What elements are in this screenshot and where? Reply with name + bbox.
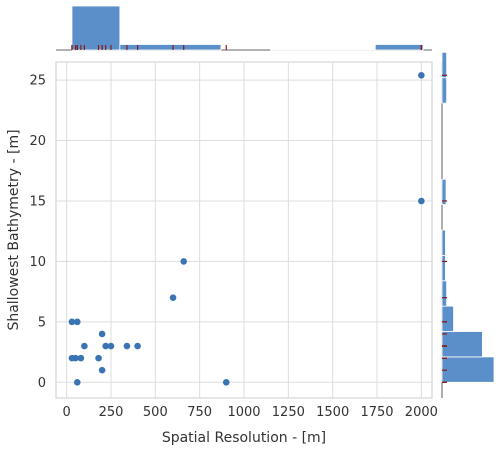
scatter-point (81, 342, 88, 350)
right-hist-bar (441, 51, 448, 79)
top-hist-bar (374, 44, 424, 51)
tick-labels: 0 250 500 750 1000 1250 1500 1750 2000 0 5 10 15 20 25 (29, 74, 437, 420)
x-axis-label: Spatial Resolution - [m] (162, 430, 326, 446)
right-hist-bar (441, 77, 448, 104)
right-hist-bar (441, 280, 448, 307)
x-tick-label: 750 (187, 405, 212, 420)
scatter-point (134, 342, 141, 350)
gridlines (55, 61, 433, 399)
right-hist-bar (441, 178, 447, 206)
scatter-point (73, 318, 81, 326)
scatter-point (77, 354, 85, 362)
scatter-point (72, 354, 79, 362)
top-hist-bar (71, 5, 121, 51)
x-tick-label: 1750 (360, 405, 393, 420)
scatter-point (98, 366, 106, 374)
scatter-point (68, 318, 76, 326)
scatter-points (68, 71, 425, 386)
right-marginal-histogram (441, 51, 495, 398)
y-tick-label: 25 (29, 74, 46, 89)
scatter-point (102, 342, 109, 350)
scatter-point (222, 378, 230, 386)
y-tick-label: 10 (29, 255, 46, 270)
top-hist-bar (119, 44, 222, 51)
scatter-point (169, 294, 177, 301)
scatter-point (123, 342, 131, 350)
scatter-point (98, 330, 106, 338)
top-marginal-histogram (56, 5, 432, 51)
x-tick-label: 500 (143, 405, 168, 420)
x-tick-label: 1000 (227, 405, 260, 420)
y-tick-label: 0 (38, 376, 46, 391)
right-hist-bar (441, 254, 446, 282)
scatter-point (107, 342, 115, 350)
scatter-point (73, 378, 81, 386)
x-tick-label: 2000 (405, 405, 438, 420)
y-tick-label: 20 (29, 134, 46, 149)
x-tick-label: 1250 (272, 405, 305, 420)
right-hist-bar (441, 331, 483, 358)
scatter-point (95, 354, 102, 362)
x-tick-label: 1500 (316, 405, 349, 420)
y-tick-label: 15 (29, 194, 46, 209)
x-tick-label: 250 (99, 405, 124, 420)
x-tick-label: 0 (63, 405, 71, 420)
right-hist-bar (441, 229, 446, 256)
top-hist-bar (270, 49, 376, 51)
scatter-point (418, 197, 425, 205)
scatter-point (180, 258, 187, 265)
scatter-point (418, 71, 425, 79)
y-tick-label: 5 (38, 315, 46, 330)
right-hist-bar (441, 356, 495, 383)
y-axis-label: Shallowest Bathymetry - [m] (6, 129, 22, 330)
right-hist-bar (441, 305, 454, 332)
